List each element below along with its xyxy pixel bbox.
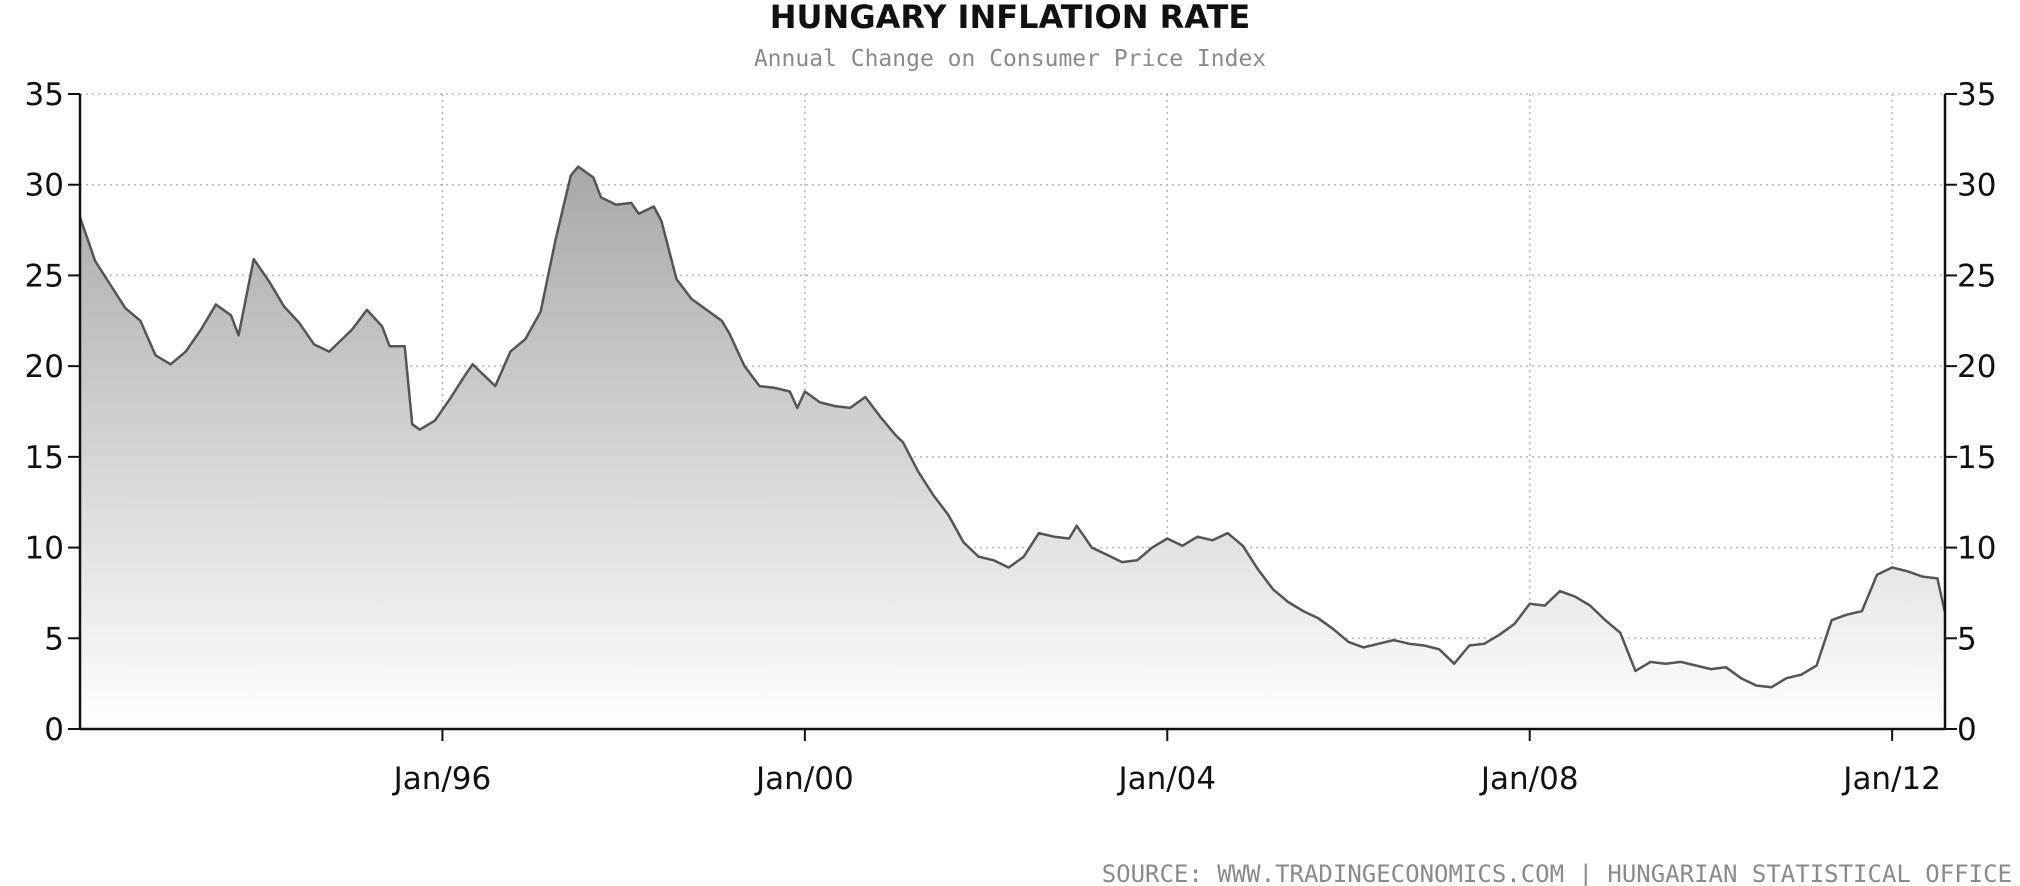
y-tick-label: 20: [25, 349, 64, 385]
x-tick-label: Jan/08: [1479, 761, 1579, 797]
y-tick-label: 0: [1957, 712, 1977, 748]
y-tick-label: 20: [1957, 349, 1996, 385]
series-line: [78, 165, 1947, 689]
y-axis-left: 0 5 10 15 20 25 30 35: [25, 77, 80, 748]
y-tick-label: 0: [44, 712, 64, 748]
x-tick-label: Jan/04: [1116, 761, 1216, 797]
y-tick-label: 5: [1957, 621, 1977, 657]
x-tick-label: Jan/12: [1841, 761, 1941, 797]
y-tick-label: 30: [25, 168, 64, 204]
y-tick-label: 25: [25, 258, 64, 294]
y-tick-label: 35: [25, 77, 64, 113]
y-tick-label: 25: [1957, 258, 1996, 294]
y-tick-label: 15: [25, 440, 64, 476]
y-tick-label: 15: [1957, 440, 1996, 476]
y-axis-right: 0 5 10 15 20 25 30 35: [1945, 77, 1996, 748]
chart-subtitle: Annual Change on Consumer Price Index: [754, 46, 1266, 72]
x-tick-label: Jan/96: [392, 761, 492, 797]
source-note: SOURCE: WWW.TRADINGECONOMICS.COM | HUNGA…: [1102, 860, 2012, 886]
series-area: [80, 166, 1945, 730]
x-axis: Jan/96 Jan/00 Jan/04 Jan/08 Jan/12: [392, 729, 1941, 797]
axes: [78, 94, 1947, 731]
x-tick-label: Jan/00: [754, 761, 854, 797]
y-tick-label: 30: [1957, 168, 1996, 204]
y-tick-label: 10: [1957, 531, 1996, 567]
y-tick-label: 10: [25, 531, 64, 567]
y-tick-label: 5: [44, 621, 64, 657]
chart-title: HUNGARY INFLATION RATE: [770, 0, 1250, 36]
y-tick-label: 35: [1957, 77, 1996, 113]
